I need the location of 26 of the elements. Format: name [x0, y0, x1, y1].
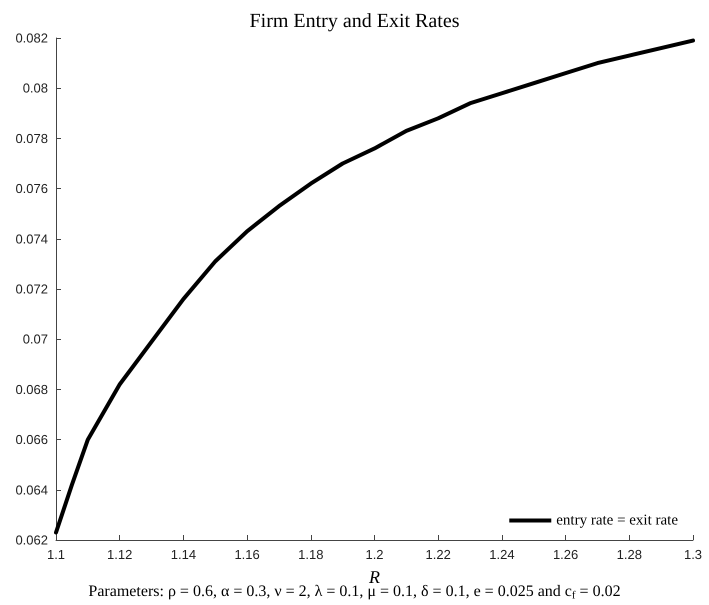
y-tick-label: 0.074 [15, 231, 48, 246]
y-tick-label: 0.062 [15, 532, 48, 548]
x-tick-label: 1.22 [426, 547, 451, 562]
x-tick-label: 1.2 [365, 547, 384, 562]
y-tick-label: 0.066 [15, 432, 48, 448]
y-tick-label: 0.082 [15, 30, 48, 46]
x-tick-label: 1.12 [107, 547, 132, 562]
x-tick-label: 1.3 [684, 547, 702, 562]
y-tick-label: 0.076 [15, 181, 48, 196]
y-tick-label: 0.072 [15, 282, 48, 296]
y-tick-label: 0.08 [22, 80, 48, 96]
y-tick-label: 0.07 [22, 332, 48, 347]
y-tick-label: 0.064 [15, 482, 48, 498]
x-tick-label: 1.18 [298, 547, 324, 562]
x-tick-label: 1.26 [552, 547, 578, 562]
x-axis-title: R [368, 567, 380, 587]
y-tick-label: 0.078 [15, 130, 48, 146]
x-tick-label: 1.16 [234, 547, 260, 562]
legend-label: entry rate = exit rate [556, 512, 678, 528]
x-tick-label: 1.28 [616, 547, 642, 562]
chart-title: Firm Entry and Exit Rates [250, 10, 460, 32]
y-tick-label: 0.068 [15, 382, 48, 397]
line-series [54, 38, 695, 534]
x-tick-label: 1.14 [170, 547, 196, 562]
x-tick-label: 1.24 [489, 547, 515, 562]
x-tick-label: 1.1 [46, 547, 66, 562]
